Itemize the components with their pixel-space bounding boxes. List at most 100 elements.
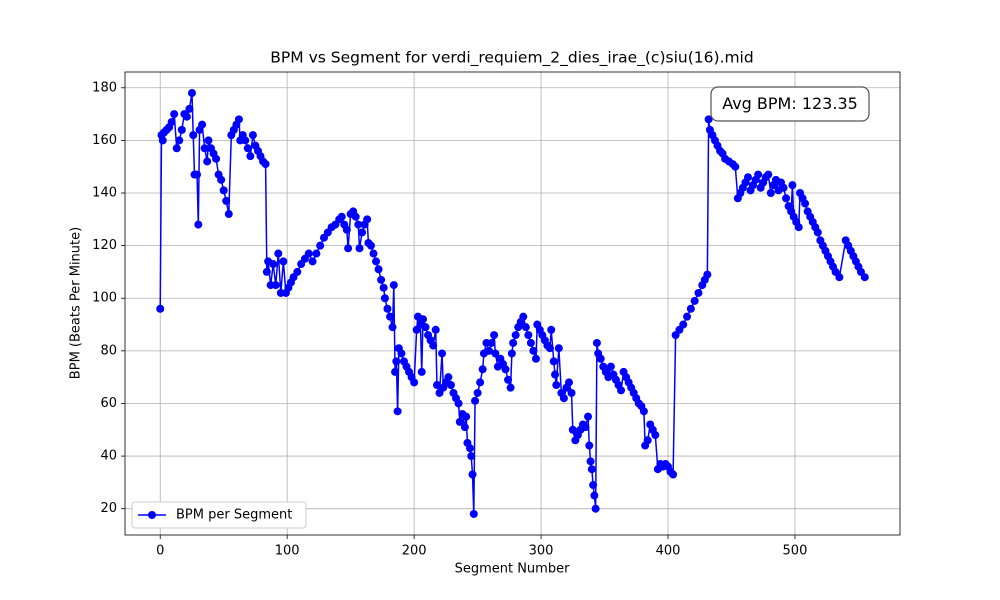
data-point: [690, 296, 699, 305]
data-point: [342, 225, 351, 234]
data-point: [377, 275, 386, 284]
annotation-box: [710, 86, 870, 122]
data-point: [592, 338, 601, 347]
data-point: [234, 115, 243, 124]
data-point: [167, 117, 176, 126]
data-point: [421, 323, 430, 332]
data-point: [429, 341, 438, 350]
data-point: [156, 304, 165, 313]
data-point: [419, 315, 428, 324]
x-tick-label: 200: [402, 544, 427, 559]
data-point: [617, 386, 626, 395]
data-point: [380, 294, 389, 303]
data-point: [354, 220, 363, 229]
data-point: [835, 273, 844, 282]
data-point: [704, 115, 713, 124]
data-point: [651, 431, 660, 440]
data-point: [567, 388, 576, 397]
data-point: [388, 323, 397, 332]
data-point: [521, 323, 530, 332]
data-point: [158, 136, 167, 145]
data-point: [383, 304, 392, 313]
data-point: [754, 170, 763, 179]
data-point: [581, 423, 590, 432]
legend-label: BPM per Segment: [176, 508, 292, 523]
data-point: [446, 381, 455, 390]
data-point: [193, 170, 202, 179]
data-point: [509, 338, 518, 347]
data-point: [468, 470, 477, 479]
x-tick-label: 0: [156, 544, 164, 559]
data-point: [590, 491, 599, 500]
data-point: [224, 210, 233, 219]
y-tick-label: 40: [100, 449, 117, 464]
legend-box: [131, 501, 307, 529]
data-point: [568, 425, 577, 434]
data-point: [764, 170, 773, 179]
data-point: [385, 312, 394, 321]
data-point: [596, 354, 605, 363]
data-point: [743, 173, 752, 182]
data-point: [203, 157, 212, 166]
data-point: [182, 112, 191, 121]
data-point: [417, 367, 426, 376]
data-point: [504, 375, 513, 384]
data-point: [198, 120, 207, 129]
data-point: [779, 183, 788, 192]
y-axis-label: BPM (Beats Per Minute): [69, 227, 84, 379]
y-tick-label: 140: [92, 186, 117, 201]
data-point: [473, 388, 482, 397]
y-tick-label: 120: [92, 238, 117, 253]
data-point: [469, 509, 478, 518]
data-point: [501, 365, 510, 374]
x-tick-label: 400: [656, 544, 681, 559]
y-tick-label: 160: [92, 133, 117, 148]
data-point: [606, 362, 615, 371]
data-point: [372, 257, 381, 266]
data-point: [683, 312, 692, 321]
data-point: [432, 381, 441, 390]
data-point: [369, 249, 378, 258]
data-point: [703, 270, 712, 279]
data-point: [177, 125, 186, 134]
data-point: [410, 378, 419, 387]
data-point: [391, 367, 400, 376]
axes-frame: [124, 71, 901, 536]
data-point: [185, 104, 194, 113]
data-point: [467, 452, 476, 461]
data-point: [694, 288, 703, 297]
data-point: [487, 338, 496, 347]
data-point: [587, 465, 596, 474]
data-point: [175, 136, 184, 145]
data-point: [491, 349, 500, 358]
data-point: [366, 241, 375, 250]
data-point: [552, 381, 561, 390]
data-point: [219, 186, 228, 195]
data-point: [524, 331, 533, 340]
data-point: [586, 457, 595, 466]
data-point: [308, 257, 317, 266]
data-point: [551, 370, 560, 379]
data-point: [172, 144, 181, 153]
data-point: [212, 154, 221, 163]
data-point: [471, 396, 480, 405]
data-point: [431, 325, 440, 334]
legend-marker: [148, 511, 156, 519]
data-point: [337, 212, 346, 221]
data-point: [478, 365, 487, 374]
data-point: [860, 273, 869, 282]
data-point: [529, 346, 538, 355]
chart-title: BPM vs Segment for verdi_requiem_2_dies_…: [270, 49, 753, 68]
data-point: [261, 160, 270, 169]
data-point: [731, 162, 740, 171]
data-point: [304, 249, 313, 258]
data-point: [262, 267, 271, 276]
data-point: [679, 320, 688, 329]
data-point: [782, 194, 791, 203]
data-point: [222, 196, 231, 205]
data-point: [519, 312, 528, 321]
data-point: [490, 331, 499, 340]
data-point: [379, 283, 388, 292]
y-tick-label: 80: [100, 343, 117, 358]
data-point: [643, 436, 652, 445]
